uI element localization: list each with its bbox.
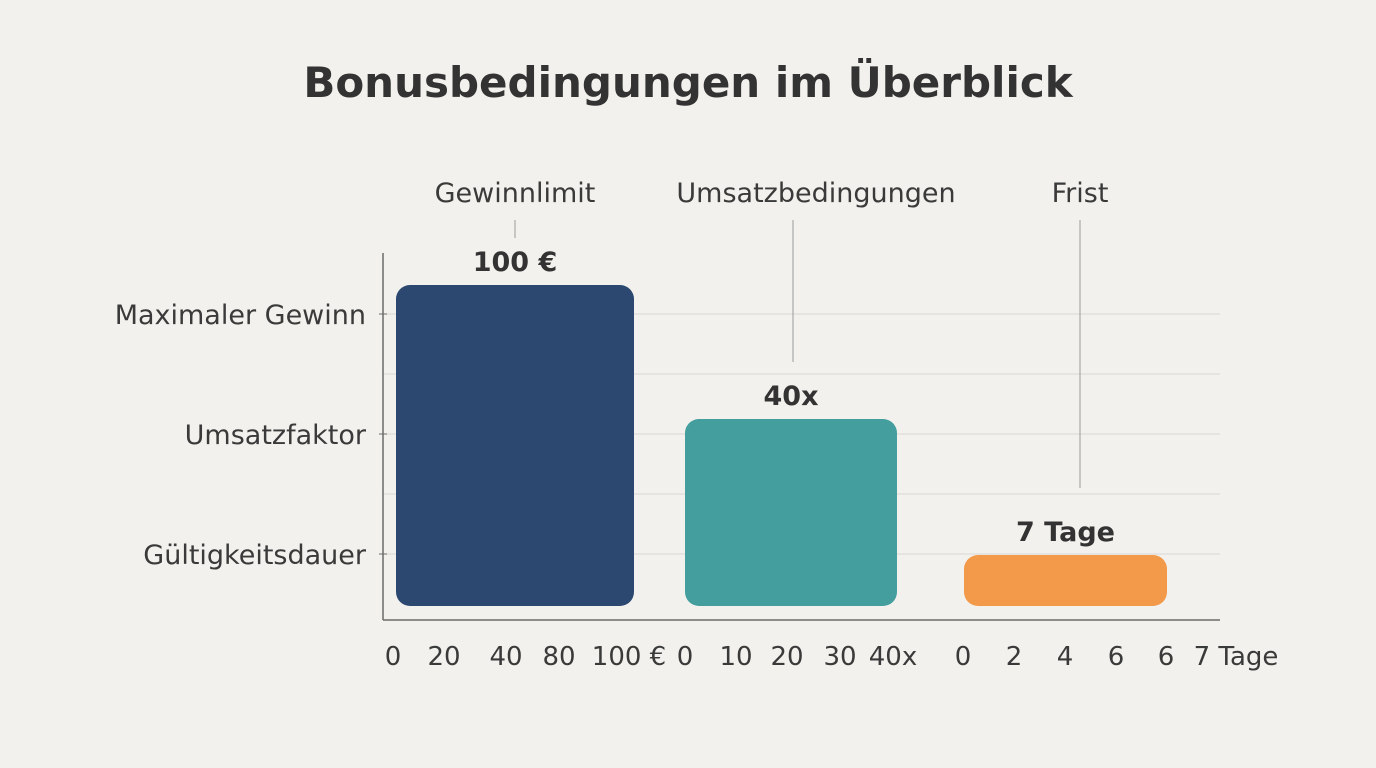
- x-tick-label: 6: [1158, 642, 1175, 672]
- bar-2: [685, 419, 897, 606]
- x-tick-label: 0: [677, 642, 694, 672]
- row-label: Umsatzfaktor: [185, 420, 367, 451]
- x-tick-label: 2: [1006, 642, 1023, 672]
- x-tick-label: 6: [1108, 642, 1125, 672]
- x-tick-label: 0: [955, 642, 972, 672]
- x-tick-label: 0: [385, 642, 402, 672]
- category-label: Umsatzbedingungen: [676, 178, 955, 209]
- x-tick-label: 40: [489, 642, 522, 672]
- chart-title: Bonusbedingungen im Überblick: [303, 58, 1073, 107]
- data-label: 7 Tage: [1016, 517, 1115, 548]
- x-tick-label: 4: [1057, 642, 1074, 672]
- bar-1: [396, 285, 634, 606]
- x-tick-label: 100 €: [592, 642, 666, 672]
- x-tick-label: 20: [770, 642, 803, 672]
- x-tick-label: 20: [427, 642, 460, 672]
- x-tick-label: 7 Tage: [1194, 642, 1279, 672]
- x-tick-label: 30: [823, 642, 856, 672]
- bar-3: [964, 555, 1167, 606]
- category-label: Gewinnlimit: [435, 178, 596, 209]
- x-tick-label: 40x: [869, 642, 917, 672]
- data-label: 100 €: [473, 247, 558, 278]
- data-label: 40x: [764, 381, 819, 412]
- row-label: Gültigkeitsdauer: [143, 540, 367, 571]
- row-label: Maximaler Gewinn: [115, 300, 366, 331]
- x-tick-label: 10: [719, 642, 752, 672]
- x-tick-label: 80: [542, 642, 575, 672]
- category-label: Frist: [1052, 178, 1109, 209]
